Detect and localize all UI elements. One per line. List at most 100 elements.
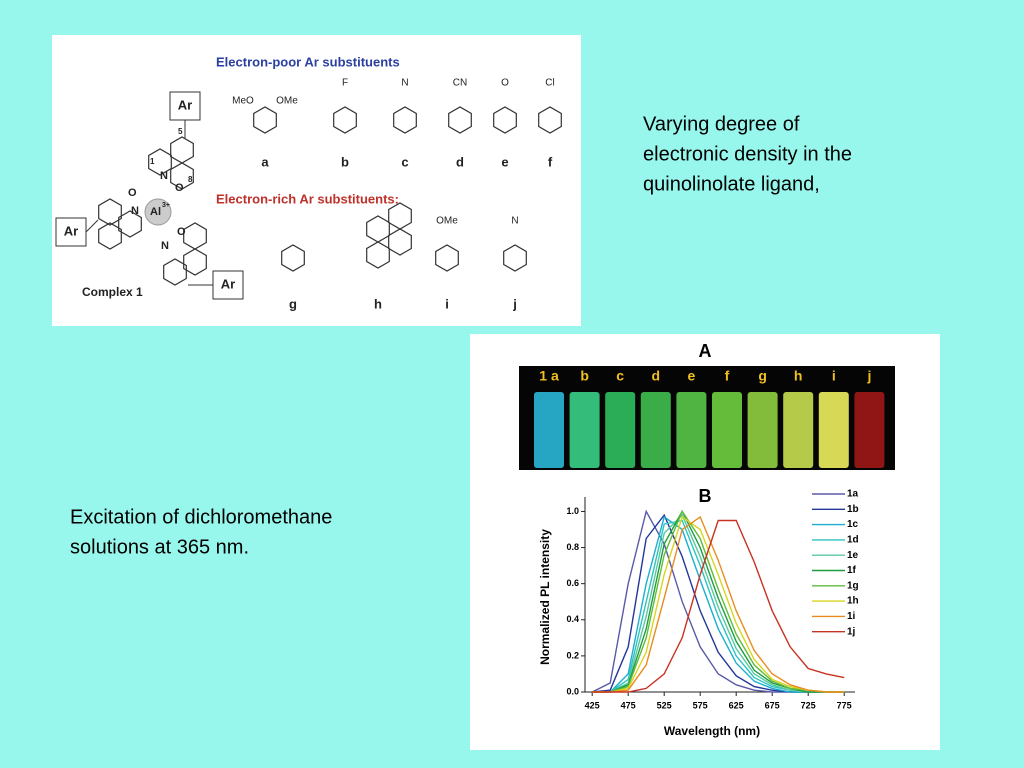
ring	[393, 106, 417, 134]
ring	[163, 258, 187, 286]
legend-label: 1h	[847, 596, 859, 607]
substituent-label: d	[456, 154, 464, 169]
substituent-group: O	[501, 78, 509, 89]
vial-label: f	[725, 368, 730, 384]
legend-label: 1e	[847, 550, 859, 561]
ring	[98, 222, 122, 250]
legend-label: 1i	[847, 611, 856, 622]
ring	[118, 210, 142, 238]
vial-label: c	[616, 368, 624, 384]
ring	[538, 106, 562, 134]
x-tick-label: 475	[621, 700, 636, 710]
x-tick-label: 725	[801, 700, 816, 710]
ring	[503, 244, 527, 272]
legend-label: 1c	[847, 519, 859, 530]
complex-label: Complex 1	[82, 285, 143, 299]
vial	[783, 392, 814, 468]
position: 5	[178, 127, 183, 136]
panel-label: A	[699, 341, 712, 361]
heading-poor: Electron-poor Ar substituents	[216, 54, 400, 69]
ring	[98, 198, 122, 226]
ring	[281, 244, 305, 272]
vial-label: b	[580, 368, 589, 384]
bond	[85, 219, 99, 233]
vial	[818, 392, 849, 468]
vial	[854, 392, 885, 468]
legend-label: 1d	[847, 535, 859, 546]
vial	[640, 392, 671, 468]
vial-label: g	[758, 368, 767, 384]
ring	[183, 248, 207, 276]
y-tick-label: 0.2	[566, 650, 579, 660]
vial	[534, 392, 564, 468]
spectrum-line	[592, 515, 845, 693]
position: 8	[188, 175, 193, 184]
vial	[712, 392, 742, 468]
legend-label: 1a	[847, 489, 859, 500]
metal-charge: 3+	[162, 202, 170, 209]
x-tick-label: 775	[837, 700, 852, 710]
legend-label: 1f	[847, 565, 857, 576]
legend-label: 1j	[847, 626, 856, 637]
substituent-group: N	[401, 78, 408, 89]
substituent-group: Cl	[545, 78, 554, 89]
legend-label: 1g	[847, 580, 859, 591]
substituent-group: CN	[453, 78, 467, 89]
ar-box	[169, 91, 201, 121]
x-tick-label: 425	[585, 700, 600, 710]
substituent-group: OMe	[436, 216, 458, 227]
position: 1	[150, 157, 155, 166]
substituent-group: N	[511, 216, 518, 227]
spectrum-line	[592, 519, 845, 693]
atom: O	[175, 182, 184, 194]
y-tick-label: 1.0	[566, 506, 579, 516]
atom: O	[177, 226, 186, 238]
ring	[435, 244, 459, 272]
vial	[605, 392, 636, 468]
ring	[448, 106, 472, 134]
slide-text: electronic density in the	[643, 143, 852, 165]
substituent-label: i	[445, 296, 449, 311]
ar-label: Ar	[64, 223, 78, 238]
heading-rich: Electron-rich Ar substituents:	[216, 191, 399, 206]
spectrum-line	[592, 509, 845, 693]
ring	[388, 202, 412, 230]
y-tick-label: 0.4	[566, 614, 579, 624]
slide-text: quinolinolate ligand,	[643, 173, 820, 195]
substituent-label: a	[261, 154, 269, 169]
atom: N	[131, 205, 139, 217]
vial-label: i	[832, 368, 836, 384]
substituent-label: g	[289, 296, 297, 311]
ring	[493, 106, 517, 134]
vial	[569, 392, 600, 468]
substituent-group: OMe	[276, 96, 298, 107]
slide-text: Varying degree of	[643, 113, 800, 135]
substituent-label: e	[501, 154, 508, 169]
substituent-label: b	[341, 154, 349, 169]
atom: N	[160, 170, 168, 182]
ring	[253, 106, 277, 134]
substituent-label: j	[512, 296, 517, 311]
x-tick-label: 675	[765, 700, 780, 710]
x-tick-label: 525	[657, 700, 672, 710]
y-tick-label: 0.0	[566, 686, 579, 696]
vial-label: d	[652, 368, 661, 384]
atom: O	[128, 187, 137, 199]
slide-text: Excitation of dichloromethane	[70, 506, 332, 528]
metal: Al	[150, 206, 161, 218]
ring	[333, 106, 357, 134]
x-tick-label: 575	[693, 700, 708, 710]
structure-figure	[52, 35, 581, 326]
vial-label: j	[866, 368, 871, 384]
y-tick-label: 0.8	[566, 542, 579, 552]
vial-label: e	[688, 368, 696, 384]
ring	[148, 148, 172, 176]
vial-label: h	[794, 368, 803, 384]
vial	[676, 392, 707, 468]
vial	[747, 392, 778, 468]
panel-label: B	[699, 486, 712, 506]
substituent-group: F	[342, 78, 348, 89]
y-axis-title: Normalized PL intensity	[538, 529, 552, 665]
